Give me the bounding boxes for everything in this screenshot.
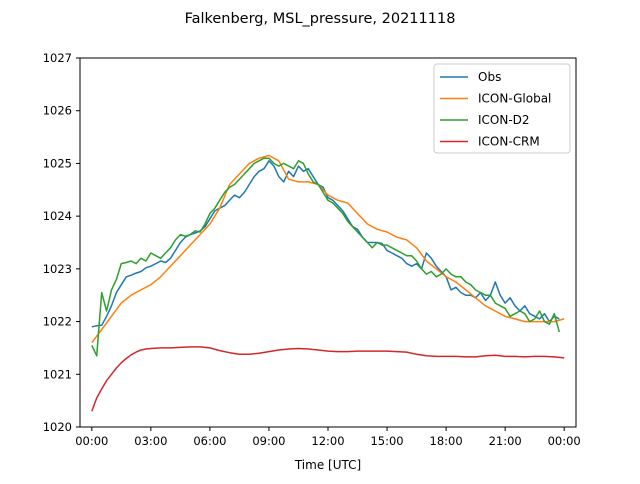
series-layer [91,154,565,412]
x-tick-label: 00:00 [75,434,108,448]
y-tick-label: 1026 [43,104,72,118]
y-tick-label: 1022 [43,315,72,329]
x-tick-label: 03:00 [134,434,167,448]
y-tick-label: 1020 [43,420,72,434]
x-tick-label: 09:00 [252,434,285,448]
series-line-0 [91,160,560,328]
y-tick-label: 1021 [43,367,72,381]
y-axis: 1020 1021 1022 1023 1024 1025 1026 1027 [43,51,80,434]
chart-title: Falkenberg, MSL_pressure, 20211118 [185,11,456,27]
x-tick-label: 06:00 [193,434,226,448]
series-line-3 [91,346,565,412]
y-tick-label: 1023 [43,262,72,276]
legend: Obs ICON-Global ICON-D2 ICON-CRM [433,63,571,154]
x-axis: 00:00 03:00 06:00 09:00 12:00 15:00 18:00 21:00… [75,427,581,448]
x-tick-label: 00:00 [548,434,581,448]
legend-label-2: ICON-D2 [478,113,530,127]
y-tick-label: 1024 [43,209,72,223]
x-tick-label: 15:00 [370,434,403,448]
x-axis-label: Time [UTC] [294,458,361,472]
legend-box [433,63,571,154]
series-line-1 [91,154,565,344]
legend-label-3: ICON-CRM [478,135,540,149]
y-tick-label: 1027 [43,51,72,65]
legend-label-1: ICON-Global [478,92,551,106]
series-line-2 [91,157,561,357]
legend-label-0: Obs [478,70,501,84]
y-tick-label: 1025 [43,156,72,170]
x-tick-label: 21:00 [489,434,522,448]
x-tick-label: 18:00 [430,434,463,448]
x-tick-label: 12:00 [311,434,344,448]
